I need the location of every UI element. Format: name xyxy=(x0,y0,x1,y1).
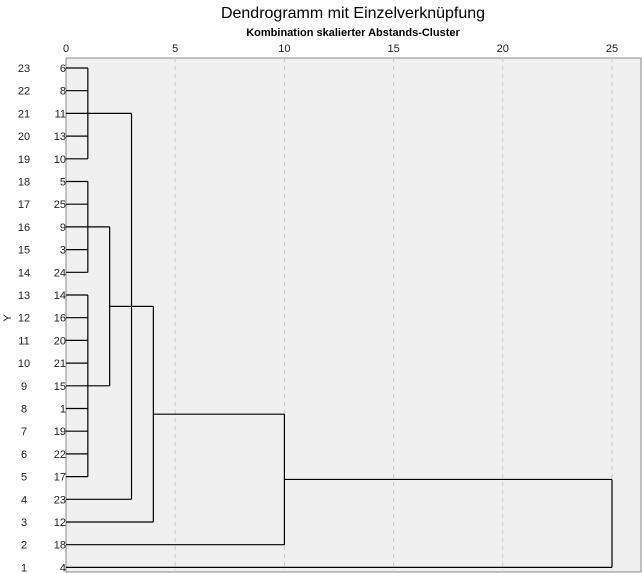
row-number: 22 xyxy=(18,86,30,98)
leaf-label: 20 xyxy=(54,335,66,347)
y-axis-label: Y xyxy=(2,314,14,322)
dendrogram-links xyxy=(66,67,613,569)
leaf-label: 8 xyxy=(60,86,66,98)
row-number: 17 xyxy=(18,199,30,211)
plot-area xyxy=(65,57,642,573)
leaf-label: 23 xyxy=(54,494,66,506)
row-number: 4 xyxy=(21,494,27,506)
x-tick-label: 0 xyxy=(63,43,69,55)
leaf-label: 10 xyxy=(54,154,66,166)
x-tick-label: 10 xyxy=(278,43,290,55)
row-number: 6 xyxy=(21,449,27,461)
row-number: 23 xyxy=(18,63,30,75)
leaf-label: 3 xyxy=(60,245,66,257)
x-tick-label: 15 xyxy=(387,43,399,55)
leaf-label: 9 xyxy=(60,222,66,234)
leaf-label: 21 xyxy=(54,358,66,370)
row-number: 21 xyxy=(18,108,30,120)
leaf-label: 12 xyxy=(54,517,66,529)
x-tick-label: 20 xyxy=(497,43,509,55)
leaf-label: 6 xyxy=(60,63,66,75)
row-number: 9 xyxy=(21,381,27,393)
leaf-label: 14 xyxy=(54,290,66,302)
row-number: 3 xyxy=(21,517,27,529)
x-tick-label: 5 xyxy=(172,43,178,55)
row-number: 7 xyxy=(21,426,27,438)
leaf-label: 16 xyxy=(54,313,66,325)
chart-title: Dendrogramm mit Einzelverknüpfung xyxy=(220,5,486,22)
leaf-labels: 6 8 11 13 10 5 25 9 3 24 14 16 20 21 15 1 19 22 17 23 12 18 4 xyxy=(54,63,66,573)
row-number: 1 xyxy=(21,562,27,573)
x-axis-ticks: 0 5 10 15 20 25 xyxy=(63,43,618,55)
grid-lines xyxy=(174,58,613,572)
leaf-label: 25 xyxy=(54,199,66,211)
leaf-label: 22 xyxy=(54,449,66,461)
leaf-label: 1 xyxy=(60,404,66,416)
leaf-label: 13 xyxy=(54,131,66,143)
row-number: 14 xyxy=(18,267,30,279)
row-number: 15 xyxy=(18,245,30,257)
leaf-label: 24 xyxy=(54,267,66,279)
row-number: 2 xyxy=(21,540,27,552)
row-number: 13 xyxy=(18,290,30,302)
row-number: 8 xyxy=(21,404,27,416)
row-number: 10 xyxy=(18,358,30,370)
row-number: 20 xyxy=(18,131,30,143)
x-tick-label: 25 xyxy=(606,43,618,55)
leaf-label: 5 xyxy=(60,177,66,189)
row-number: 11 xyxy=(18,335,29,347)
leaf-label: 17 xyxy=(54,472,66,484)
leaf-label: 19 xyxy=(54,426,66,438)
leaf-label: 18 xyxy=(54,540,66,552)
leaf-label: 4 xyxy=(60,562,66,573)
leaf-label: 15 xyxy=(54,381,66,393)
row-number: 5 xyxy=(21,472,27,484)
leaf-label: 11 xyxy=(55,108,66,120)
row-number: 16 xyxy=(18,222,30,234)
row-number: 12 xyxy=(18,313,30,325)
chart-subtitle: Kombination skalierter Abstands-Cluster xyxy=(246,27,460,39)
row-number: 18 xyxy=(18,177,30,189)
row-number: 19 xyxy=(18,154,30,166)
